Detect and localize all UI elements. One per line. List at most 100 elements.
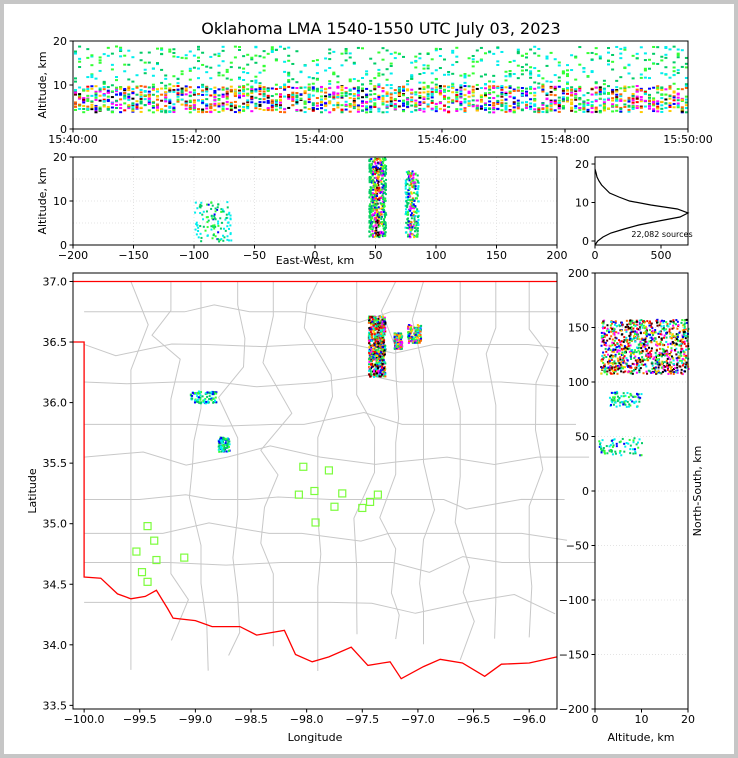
ew-source-point (196, 207, 199, 210)
ns-source-point (625, 319, 628, 322)
ew-source-point (412, 213, 415, 216)
panel-c-y-tick-label: 0 (582, 235, 589, 248)
time-height-cell (221, 104, 225, 107)
time-height-cell (106, 46, 110, 49)
time-height-cell (434, 89, 438, 92)
station-marker (150, 536, 159, 545)
time-height-cell (213, 91, 217, 94)
time-height-cell (274, 105, 278, 108)
ns-source-point (603, 370, 606, 373)
ew-source-point (410, 221, 413, 224)
plan-source-point (224, 442, 227, 445)
ew-source-point (199, 212, 202, 215)
ew-source-point (376, 183, 379, 186)
ns-source-point (600, 366, 603, 369)
time-height-cell (594, 99, 598, 102)
time-height-cell (467, 92, 471, 95)
figure-title: Oklahoma LMA 1540-1550 UTC July 03, 2023 (201, 19, 560, 38)
plan-source-point (393, 332, 396, 335)
time-height-cell (254, 79, 258, 82)
ns-source-point (676, 369, 679, 372)
time-height-cell (549, 80, 553, 83)
plan-source-point (378, 345, 381, 348)
plan-source-point (213, 390, 216, 393)
panel-b-y-tick-label: 10 (53, 195, 67, 208)
county-line (188, 281, 209, 671)
time-height-cell (172, 109, 176, 112)
ns-source-point (675, 342, 678, 345)
ew-source-point (384, 170, 387, 173)
time-height-cell (385, 78, 389, 81)
time-height-cell (258, 90, 262, 93)
time-height-cell (607, 97, 610, 100)
time-height-cell (287, 85, 291, 88)
time-height-cell (86, 105, 90, 108)
time-height-cell (180, 103, 184, 106)
time-height-cell (520, 54, 524, 57)
time-height-cell (377, 110, 381, 113)
plan-source-point (376, 345, 379, 348)
time-height-cell (656, 86, 660, 89)
ns-source-point (638, 338, 641, 341)
time-height-cell (131, 80, 135, 83)
time-height-cell (389, 72, 393, 75)
ew-source-point (372, 168, 375, 171)
time-height-cell (143, 85, 147, 88)
ns-source-point (629, 352, 632, 355)
time-height-cell (303, 102, 307, 105)
station-marker (152, 555, 161, 565)
time-height-cell (438, 48, 442, 51)
ew-source-point (408, 233, 411, 236)
time-height-cell (94, 98, 98, 101)
time-height-cell (611, 97, 615, 100)
ns-source-point (685, 363, 688, 366)
plan-source-point (221, 445, 224, 448)
plan-source-point (372, 370, 375, 373)
time-height-cell (115, 79, 118, 82)
ew-source-point (381, 191, 384, 194)
plan-source-point (419, 330, 422, 333)
time-height-cell (279, 110, 282, 113)
time-height-cell (586, 108, 590, 111)
ew-source-point (413, 234, 416, 237)
ns-source-point (626, 340, 629, 343)
time-height-cell (336, 81, 340, 84)
time-height-cell (262, 56, 266, 59)
ew-source-point (416, 193, 419, 196)
time-height-cell (525, 94, 528, 97)
ew-source-point (210, 228, 213, 231)
ew-source-point (372, 220, 375, 223)
time-height-cell (110, 106, 114, 109)
time-height-cell (287, 74, 291, 77)
ns-source-point (621, 344, 624, 347)
time-height-cell (315, 87, 319, 90)
time-height-cell (225, 68, 229, 71)
ns-source-point (681, 319, 684, 322)
time-height-cell (545, 111, 549, 114)
time-height-cell (525, 106, 528, 109)
time-height-cell (430, 72, 434, 75)
plan-source-point (376, 362, 379, 365)
time-height-cell (672, 96, 676, 99)
time-height-cell (652, 99, 656, 102)
ns-source-point (617, 332, 620, 335)
plan-source-point (379, 329, 382, 332)
time-height-cell (233, 56, 237, 59)
time-height-cell (197, 99, 200, 102)
time-height-cell (229, 78, 233, 81)
time-height-cell (623, 48, 627, 51)
plan-source-point (189, 394, 192, 397)
ns-source-point (681, 338, 684, 341)
time-height-cell (283, 60, 287, 63)
ew-source-point (413, 218, 416, 221)
time-height-cell (242, 90, 246, 93)
time-height-cell (78, 66, 82, 69)
time-height-cell (504, 75, 508, 78)
time-height-cell (619, 76, 623, 79)
ew-source-point (381, 160, 384, 163)
ew-source-point (384, 231, 387, 234)
time-height-cell (303, 90, 307, 93)
plan-source-point (375, 350, 378, 353)
ew-source-point (377, 225, 380, 228)
time-height-cell (381, 103, 385, 106)
